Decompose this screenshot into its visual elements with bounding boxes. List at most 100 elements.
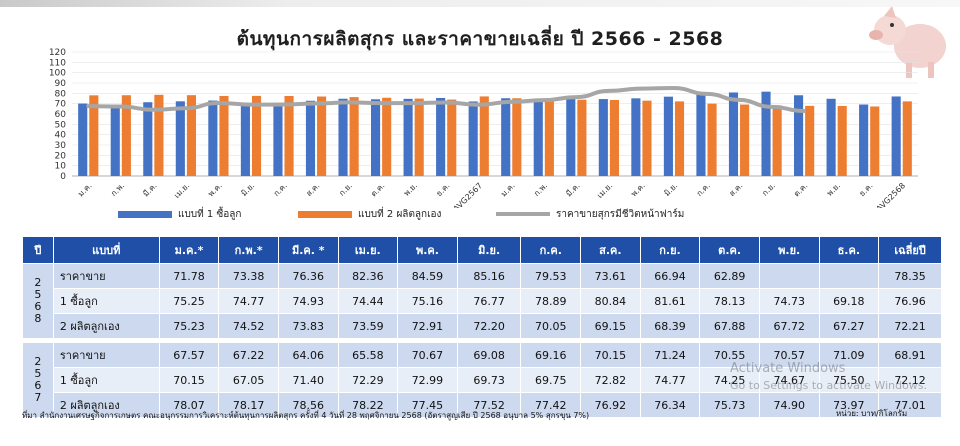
table-cell: 69.73: [456, 367, 522, 393]
table-cell: 73.97: [818, 392, 880, 418]
y-tick-label: 80: [55, 89, 67, 99]
table-cell: 70.15: [580, 342, 641, 368]
bar-series1: [208, 100, 218, 176]
table-cell: 76.36: [277, 263, 339, 289]
table-header-cell: พ.ค.: [397, 236, 458, 264]
x-tick-label: มี.ค.: [141, 181, 158, 198]
table-cell: 81.61: [639, 288, 701, 314]
y-tick-label: 30: [55, 141, 67, 151]
bar-series2: [772, 105, 782, 176]
x-tick-label: AVG2568: [875, 181, 908, 208]
table-cell: 67.88: [699, 313, 760, 339]
table-cell: 72.91: [397, 313, 458, 339]
table-row: 2 ผลิตลูกเอง 78.07 78.17 78.56 78.22 77.45 77.…: [23, 392, 942, 418]
table-cell: 65.58: [337, 342, 399, 368]
bar-series2: [251, 95, 262, 176]
y-tick-label: 120: [49, 48, 66, 58]
y-tick-label: 60: [55, 110, 67, 120]
table-cell: 71.78: [158, 263, 220, 289]
table-row: 2 ผลิตลูกเอง 75.23 74.52 73.83 73.59 72.91 72.…: [23, 313, 942, 339]
y-tick-label: 110: [49, 58, 66, 68]
table-cell: 77.42: [520, 392, 582, 418]
table-cell: 74.93: [277, 288, 339, 314]
table-header-cell: พ.ย.: [758, 236, 820, 264]
y-tick-label: 10: [55, 162, 67, 172]
table-cell: 74.77: [218, 288, 279, 314]
table-cell: 74.77: [639, 367, 701, 393]
x-tick-label: ก.ย.: [337, 181, 354, 198]
table-header-cell: ปี: [22, 236, 54, 264]
bar-series2: [382, 97, 392, 176]
table-cell: 74.73: [758, 288, 820, 314]
table-cell: 71.24: [639, 342, 701, 368]
x-tick-label: ก.ค.: [695, 181, 712, 198]
unit-label: หน่วย: บาท/กิโลกรัม: [836, 409, 908, 418]
bar-series1: [598, 99, 608, 176]
bar-series2: [154, 94, 164, 176]
bar-series2: [740, 104, 750, 176]
table-cell: 70.67: [397, 342, 458, 368]
table-cell: 72.82: [580, 367, 641, 393]
y-tick-label: 70: [55, 100, 67, 110]
table-cell: 72.21: [878, 313, 942, 339]
bar-series2: [414, 98, 424, 176]
table-header-cell: ก.พ.*: [218, 236, 279, 264]
bar-series1: [501, 98, 511, 176]
table-cell: 69.18: [818, 288, 880, 314]
legend-swatch-blue: [118, 210, 172, 218]
bar-series1: [338, 98, 348, 176]
bar-series1: [240, 103, 250, 176]
table-cell: 71.09: [818, 342, 880, 368]
x-tick-label: ต.ค.: [792, 181, 809, 198]
legend-label-series3: ราคาขายสุกรมีชีวิตหน้าฟาร์ม: [556, 209, 685, 220]
x-tick-label: เม.ย.: [172, 181, 191, 200]
table-cell: 64.06: [277, 342, 339, 368]
bar-series1: [110, 106, 120, 176]
table-cell: 75.16: [397, 288, 458, 314]
table-cell: 74.90: [758, 392, 820, 418]
bar-series1: [78, 103, 88, 176]
activate-windows-watermark: Activate Windows Go to Settings to activ…: [730, 360, 927, 394]
table-cell: 72.99: [397, 367, 458, 393]
bar-series2: [837, 106, 847, 176]
bar-series2: [121, 95, 131, 176]
bar-series1: [826, 98, 836, 176]
table-row: 2 5 6 8 ราคาขาย 71.78 73.38 76.36 82.36 84.59 85.1…: [22, 263, 942, 339]
legend-item-series2: แบบที่ 2 ผลิตลูกเอง: [298, 207, 441, 225]
table-cell: 85.16: [456, 263, 522, 289]
table-cell: 70.15: [158, 367, 220, 393]
table-cell: 73.61: [580, 263, 641, 289]
watermark-title: Activate Windows: [730, 361, 846, 376]
year-digit: 8: [34, 312, 42, 325]
bar-series2: [577, 99, 587, 176]
table-cell: 75.50: [818, 367, 880, 393]
table-cell: 66.94: [639, 263, 701, 289]
table-cell: 72.12: [878, 367, 942, 393]
table-cell: 67.05: [218, 367, 279, 393]
year-digit: 7: [34, 391, 42, 404]
x-tick-label: ก.ค.: [272, 181, 289, 198]
table-header-cell: เฉลี่ยปี: [878, 236, 942, 264]
row-label: 1 ซื้อลูก: [52, 367, 160, 393]
table-cell: 72.20: [456, 313, 522, 339]
x-tick-label: ก.พ.: [109, 181, 126, 198]
price-line-series3: [86, 86, 807, 114]
x-tick-label: ม.ค.: [499, 181, 516, 198]
x-tick-label: พ.ค.: [629, 181, 646, 198]
bar-series2: [349, 97, 359, 176]
table-cell: 78.17: [218, 392, 279, 418]
table-cell: [818, 263, 880, 289]
year-digit: 2: [34, 355, 42, 368]
bar-series2: [642, 100, 652, 176]
bar-series2: [317, 96, 327, 176]
bar-series2: [805, 105, 815, 176]
table-cell: 78.35: [878, 263, 942, 289]
bar-series1: [143, 102, 153, 176]
bar-series2: [447, 99, 457, 176]
table-cell: 67.22: [218, 342, 279, 368]
table-row: 1 ซื้อลูก 75.25 74.77 74.93 74.44 75.16 76.77 7…: [23, 288, 942, 314]
bar-series2: [902, 101, 912, 176]
